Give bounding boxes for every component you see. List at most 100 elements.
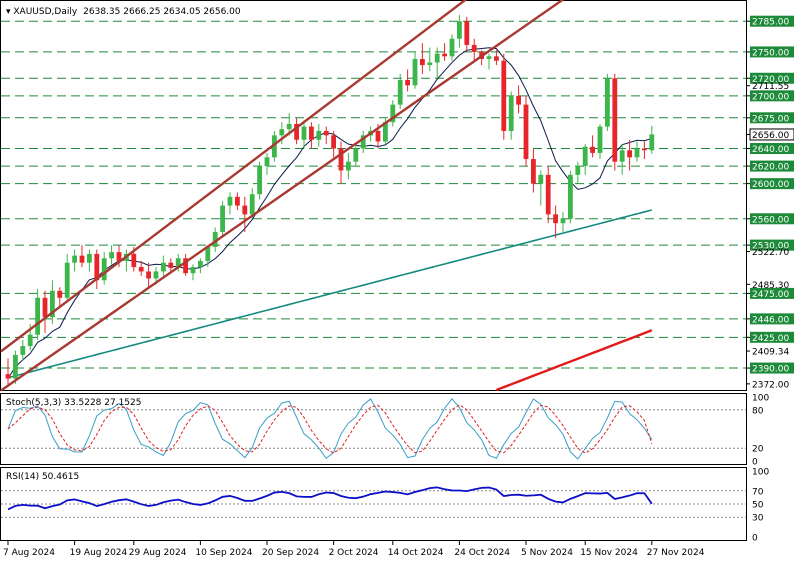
candle-body-bull [427,62,433,66]
candle-body-bear [642,148,647,151]
price-label: 2711.55 [752,82,789,92]
stoch-tick-label: 20 [752,445,764,455]
price-label: 2656.00 [752,131,789,141]
candle-body-bull [109,252,114,259]
candle-body-bull [50,290,55,318]
price-label: 2485.30 [752,281,789,291]
candle-body-bull [575,166,581,175]
candle-body-bear [494,56,499,61]
date-label: 14 Oct 2024 [388,548,444,558]
candle-body-bear [442,53,447,57]
candle-body-bull [457,21,462,39]
candle-body-bull [605,78,610,127]
price-label-box [750,178,794,190]
price-label: 2720.00 [752,75,789,85]
price-label: 2675.00 [752,114,789,124]
candle-body-bull [249,194,255,215]
candle-body-bear [627,150,632,158]
candle-body-bull [20,346,26,355]
candle-body-bull [538,174,544,184]
candle-body-bull [449,38,455,57]
candle-body-bear [5,374,11,379]
candle-body-bear [183,258,188,274]
candle-body-bull [390,104,396,123]
price-label: 2522.70 [752,248,789,258]
candle-body-bear [545,174,551,215]
candle-body-bear [331,135,336,149]
candle-body-bear [42,297,48,318]
price-label-box [750,46,794,58]
candle-body-bear [309,126,314,140]
channel-line [0,0,565,392]
candle-body-bear [235,196,240,206]
candle-body-bear [612,78,618,162]
price-label-box [750,213,794,225]
candle-body-bear [294,123,299,140]
candle-body-bear [146,271,151,279]
candle-body-bull [346,161,351,171]
candle-body-bear [516,95,521,105]
date-label: 24 Oct 2024 [454,548,510,558]
candle-body-bull [212,231,218,247]
ma-slow-line [495,329,653,392]
candle-body-bear [138,267,144,272]
candle-body-bear [57,290,63,298]
price-label: 2750.00 [752,48,789,58]
rsi-tick-label: 70 [752,487,764,497]
stoch-panel: 100 80 20 0 [1,394,769,468]
candle-body-bull [101,258,107,281]
candle-body-bull [316,130,322,140]
candle-body-bull [649,134,655,151]
candle-body-bear [94,253,100,281]
date-label: 19 Aug 2024 [70,548,128,558]
candle-body-bull [264,157,270,167]
candle-body-bull [279,129,285,136]
candle-body-bear [168,262,174,268]
candle-body-bear [420,58,425,66]
price-label-box [750,15,794,27]
date-axis: 7 Aug 2024 19 Aug 2024 29 Aug 2024 10 Sep 2… [3,540,705,558]
rsi-tick-label: 100 [752,468,769,478]
candle-body-bear [471,44,477,52]
candle-body-bear [375,130,381,142]
price-label: 2785.00 [752,18,789,28]
price-label-box [749,128,794,141]
candle-body-bull [508,95,514,131]
candle-body-bear [590,146,595,153]
candle-body-bull [486,56,492,59]
candle-body-bull [205,246,211,261]
stoch-label: Stoch(5,3,3) 33.5228 27.1525 [6,398,141,408]
price-label: 2409.34 [752,348,789,358]
candle-body-bull [87,253,92,263]
candle-body-bear [523,104,529,160]
price-label-box [750,90,794,102]
price-label: 2475.00 [752,290,789,300]
date-label: 20 Sep 2024 [262,548,319,558]
price-label-box [750,143,794,155]
price-label: 2372.00 [752,380,789,390]
candle-body-bull [560,218,566,224]
candle-body-bull [220,205,225,232]
price-label: 2600.00 [752,180,789,190]
rsi-label: RSI(14) 50.4615 [6,472,79,482]
candle-body-bull [175,258,181,268]
date-label: 7 Aug 2024 [3,548,55,558]
candle-body-bull [286,123,292,130]
ma-mid-line [7,209,653,379]
channel-line [0,0,468,353]
candle-body-bull [568,174,573,219]
candle-body-bull [227,196,233,206]
price-label-box [750,362,794,374]
main-panel-border [0,0,747,391]
stoch-signal-line [7,404,653,454]
date-label: 29 Aug 2024 [129,548,187,558]
candle-body-bear [323,130,329,136]
date-label: 10 Sep 2024 [195,548,252,558]
candle-body-bull [64,262,70,298]
stoch-tick-label: 80 [752,406,764,416]
candle-body-bull [161,262,166,272]
candle-body-bull [153,271,159,279]
candle-body-bull [412,58,418,86]
stoch-main-line [7,398,653,460]
